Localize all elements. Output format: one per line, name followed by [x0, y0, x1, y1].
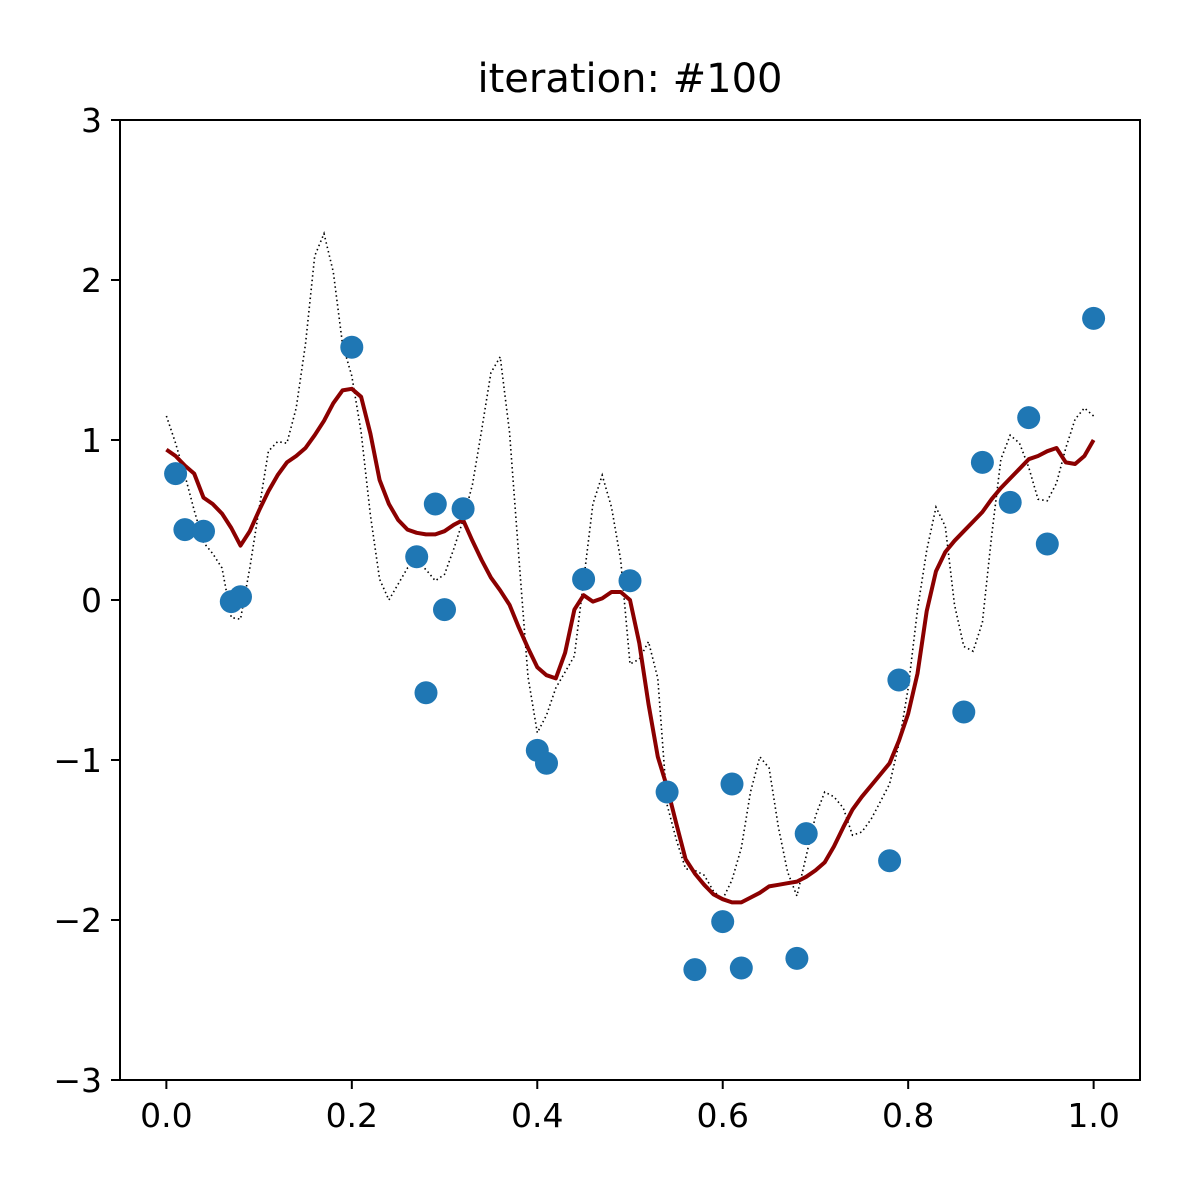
- scatter-point: [785, 946, 809, 970]
- x-tick-label: 0.6: [696, 1096, 748, 1135]
- scatter-point: [729, 956, 753, 980]
- scatter-point: [405, 545, 429, 569]
- scatter-point: [878, 849, 902, 873]
- y-tick-label: 1: [81, 421, 102, 460]
- scatter-point: [414, 681, 438, 705]
- y-tick-label: −2: [53, 901, 102, 940]
- scatter-point: [711, 910, 735, 934]
- scatter-point: [229, 585, 252, 609]
- series-line-solid: [165, 386, 1096, 905]
- scatter-point: [1082, 306, 1106, 330]
- scatter-point: [451, 497, 475, 521]
- x-tick-label: 1.0: [1067, 1096, 1119, 1135]
- scatter-point: [535, 751, 558, 775]
- x-tick-label: 0.2: [326, 1096, 378, 1135]
- plot-area: 0.0 0.2 0.4 0.6 0.8 1.0 −3 −2 −1 0 1 2 3: [53, 101, 1141, 1135]
- scatter-point: [794, 822, 818, 846]
- chart-title: iteration: #100: [477, 56, 782, 102]
- scatter-point: [683, 958, 707, 982]
- scatter-point: [618, 569, 642, 593]
- scatter-point: [340, 335, 364, 359]
- scatter-point: [1035, 532, 1059, 556]
- x-tick-label: 0.4: [511, 1096, 563, 1135]
- scatter-point: [952, 700, 976, 724]
- y-tick-label: −3: [53, 1061, 102, 1100]
- y-tick-label: 2: [81, 261, 102, 300]
- scatter-point: [887, 668, 911, 692]
- x-tick-label: 0.0: [140, 1096, 192, 1135]
- y-tick-label: 0: [81, 581, 102, 620]
- scatter-point: [720, 772, 744, 796]
- series-line-dotted: [165, 231, 1095, 901]
- scatter-point: [1017, 406, 1041, 430]
- scatter-point: [173, 518, 197, 542]
- scatter-point: [192, 519, 215, 543]
- scatter-point: [423, 492, 447, 516]
- y-tick-label: 3: [81, 101, 102, 140]
- y-tick-label: −1: [53, 741, 102, 780]
- x-tick-label: 0.8: [882, 1096, 934, 1135]
- scatter-point: [433, 598, 456, 622]
- scatter-point: [655, 780, 679, 804]
- scatter-point: [164, 462, 188, 486]
- scatter-point: [572, 567, 596, 591]
- scatter-point: [998, 490, 1022, 514]
- scatter-point: [970, 450, 994, 474]
